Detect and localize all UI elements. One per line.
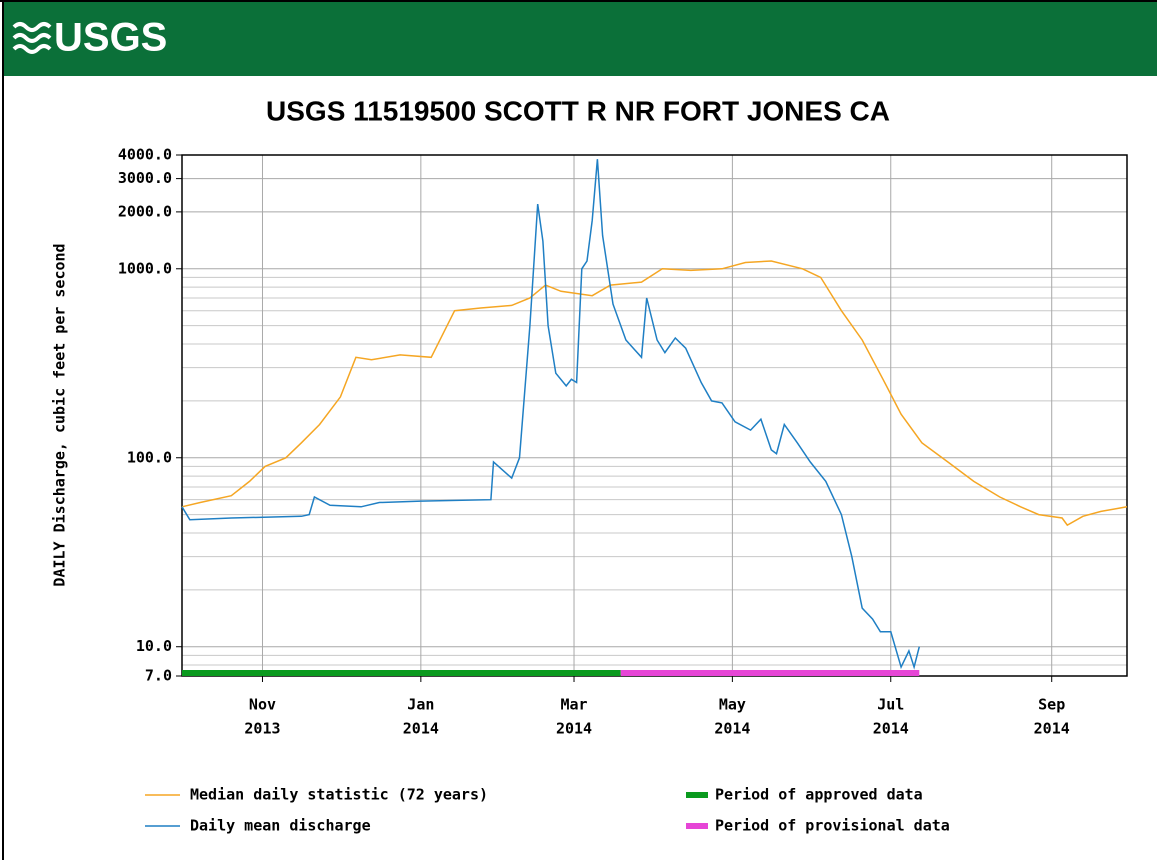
- x-tick-label: 2014: [714, 720, 750, 738]
- y-tick-label: 10.0: [136, 637, 172, 655]
- y-tick-label: 4000.0: [118, 146, 172, 164]
- series-line: [181, 159, 921, 670]
- legend-label: Median daily statistic (72 years): [190, 786, 488, 804]
- legend-label: Daily mean discharge: [190, 817, 371, 835]
- series-line: [181, 260, 1128, 527]
- y-axis-label: DAILY Discharge, cubic feet per second: [51, 243, 69, 586]
- logo-text: USGS: [54, 16, 167, 60]
- x-tick-label: Jul: [877, 696, 904, 714]
- wave: [12, 33, 52, 43]
- logo-waves: [12, 22, 52, 54]
- period-bar: [620, 670, 920, 676]
- period-bar: [182, 670, 621, 676]
- x-tick-label: Mar: [560, 696, 587, 714]
- x-tick-label: 2014: [556, 720, 592, 738]
- chart-title: USGS 11519500 SCOTT R NR FORT JONES CA: [266, 95, 890, 126]
- legend-label: Period of approved data: [715, 786, 923, 804]
- wave: [12, 44, 52, 54]
- wave: [12, 22, 52, 32]
- header-bar: [4, 2, 1157, 76]
- x-tick-label: Jan: [407, 696, 434, 714]
- x-tick-label: Sep: [1038, 696, 1065, 714]
- y-tick-label: 3000.0: [118, 169, 172, 187]
- legend-label: Period of provisional data: [715, 817, 950, 835]
- y-tick-label: 1000.0: [118, 259, 172, 277]
- y-tick-label: 7.0: [145, 667, 172, 685]
- x-tick-label: 2014: [1034, 720, 1070, 738]
- x-tick-label: 2013: [244, 720, 280, 738]
- y-tick-label: 100.0: [127, 448, 172, 466]
- x-tick-label: 2014: [873, 720, 909, 738]
- x-tick-label: Nov: [249, 696, 276, 714]
- x-tick-label: 2014: [403, 720, 439, 738]
- x-tick-label: May: [719, 696, 746, 714]
- y-tick-label: 2000.0: [118, 202, 172, 220]
